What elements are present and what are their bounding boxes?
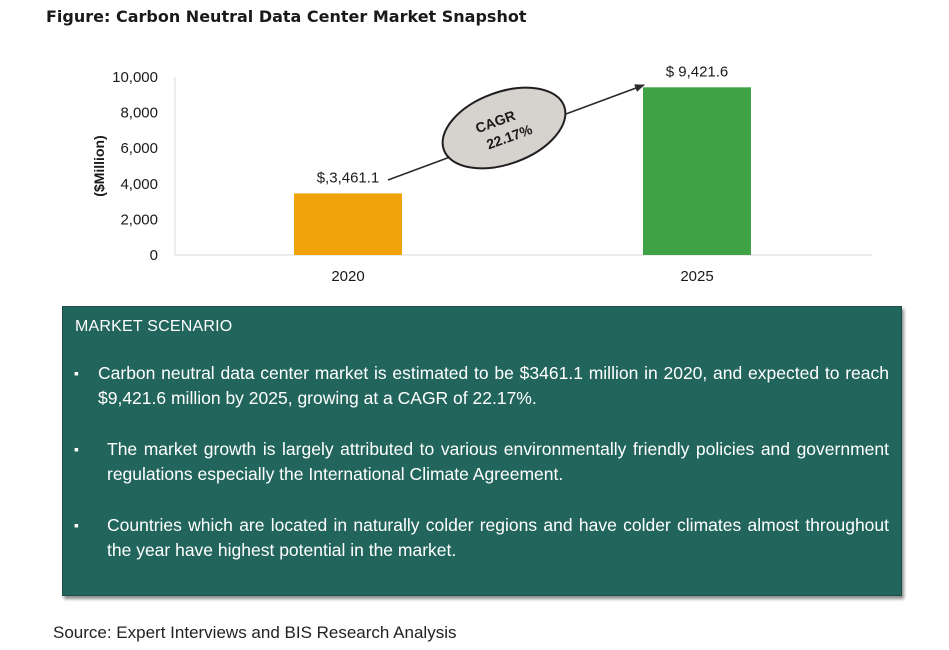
scenario-bullet-1: ▪ Carbon neutral data center market is e… (63, 361, 889, 411)
scenario-bullet-text: Countries which are located in naturally… (107, 515, 889, 560)
bar-2020 (294, 193, 402, 255)
y-axis-ticks: 0 2,000 4,000 6,000 8,000 10,000 (112, 69, 158, 264)
y-tick-label: 8,000 (120, 105, 158, 122)
market-scenario-heading: MARKET SCENARIO (75, 318, 233, 335)
x-tick-label: 2020 (331, 268, 364, 285)
y-tick-label: 2,000 (120, 211, 158, 228)
scenario-bullet-text: Carbon neutral data center market is est… (98, 363, 889, 408)
x-tick-label: 2025 (680, 268, 713, 285)
bar-2025 (643, 87, 751, 255)
y-tick-label: 6,000 (120, 140, 158, 157)
scenario-bullet-3: ▪ Countries which are located in natural… (63, 513, 889, 563)
y-tick-label: 10,000 (112, 69, 158, 86)
bullet-icon: ▪ (74, 365, 79, 381)
y-axis-label: ($Million) (91, 135, 107, 196)
scenario-bullet-2: ▪ The market growth is largely attribute… (63, 437, 889, 487)
bar-chart: 0 2,000 4,000 6,000 8,000 10,000 ($Million) $… (91, 63, 872, 285)
bullet-icon: ▪ (74, 517, 79, 533)
bars: $,3,461.1 2020 $ 9,421.6 2025 (294, 63, 751, 285)
y-tick-label: 0 (150, 247, 158, 264)
data-label-2020: $,3,461.1 (317, 169, 380, 186)
scenario-bullet-text: The market growth is largely attributed … (107, 439, 889, 484)
y-tick-label: 4,000 (120, 176, 158, 193)
cagr-ellipse (441, 86, 567, 170)
figure-title: Figure: Carbon Neutral Data Center Marke… (46, 7, 527, 26)
data-label-2025: $ 9,421.6 (666, 63, 729, 80)
market-scenario-panel: MARKET SCENARIO ▪ Carbon neutral data ce… (62, 306, 902, 596)
source-note: Source: Expert Interviews and BIS Resear… (53, 623, 457, 642)
bullet-icon: ▪ (74, 441, 79, 457)
